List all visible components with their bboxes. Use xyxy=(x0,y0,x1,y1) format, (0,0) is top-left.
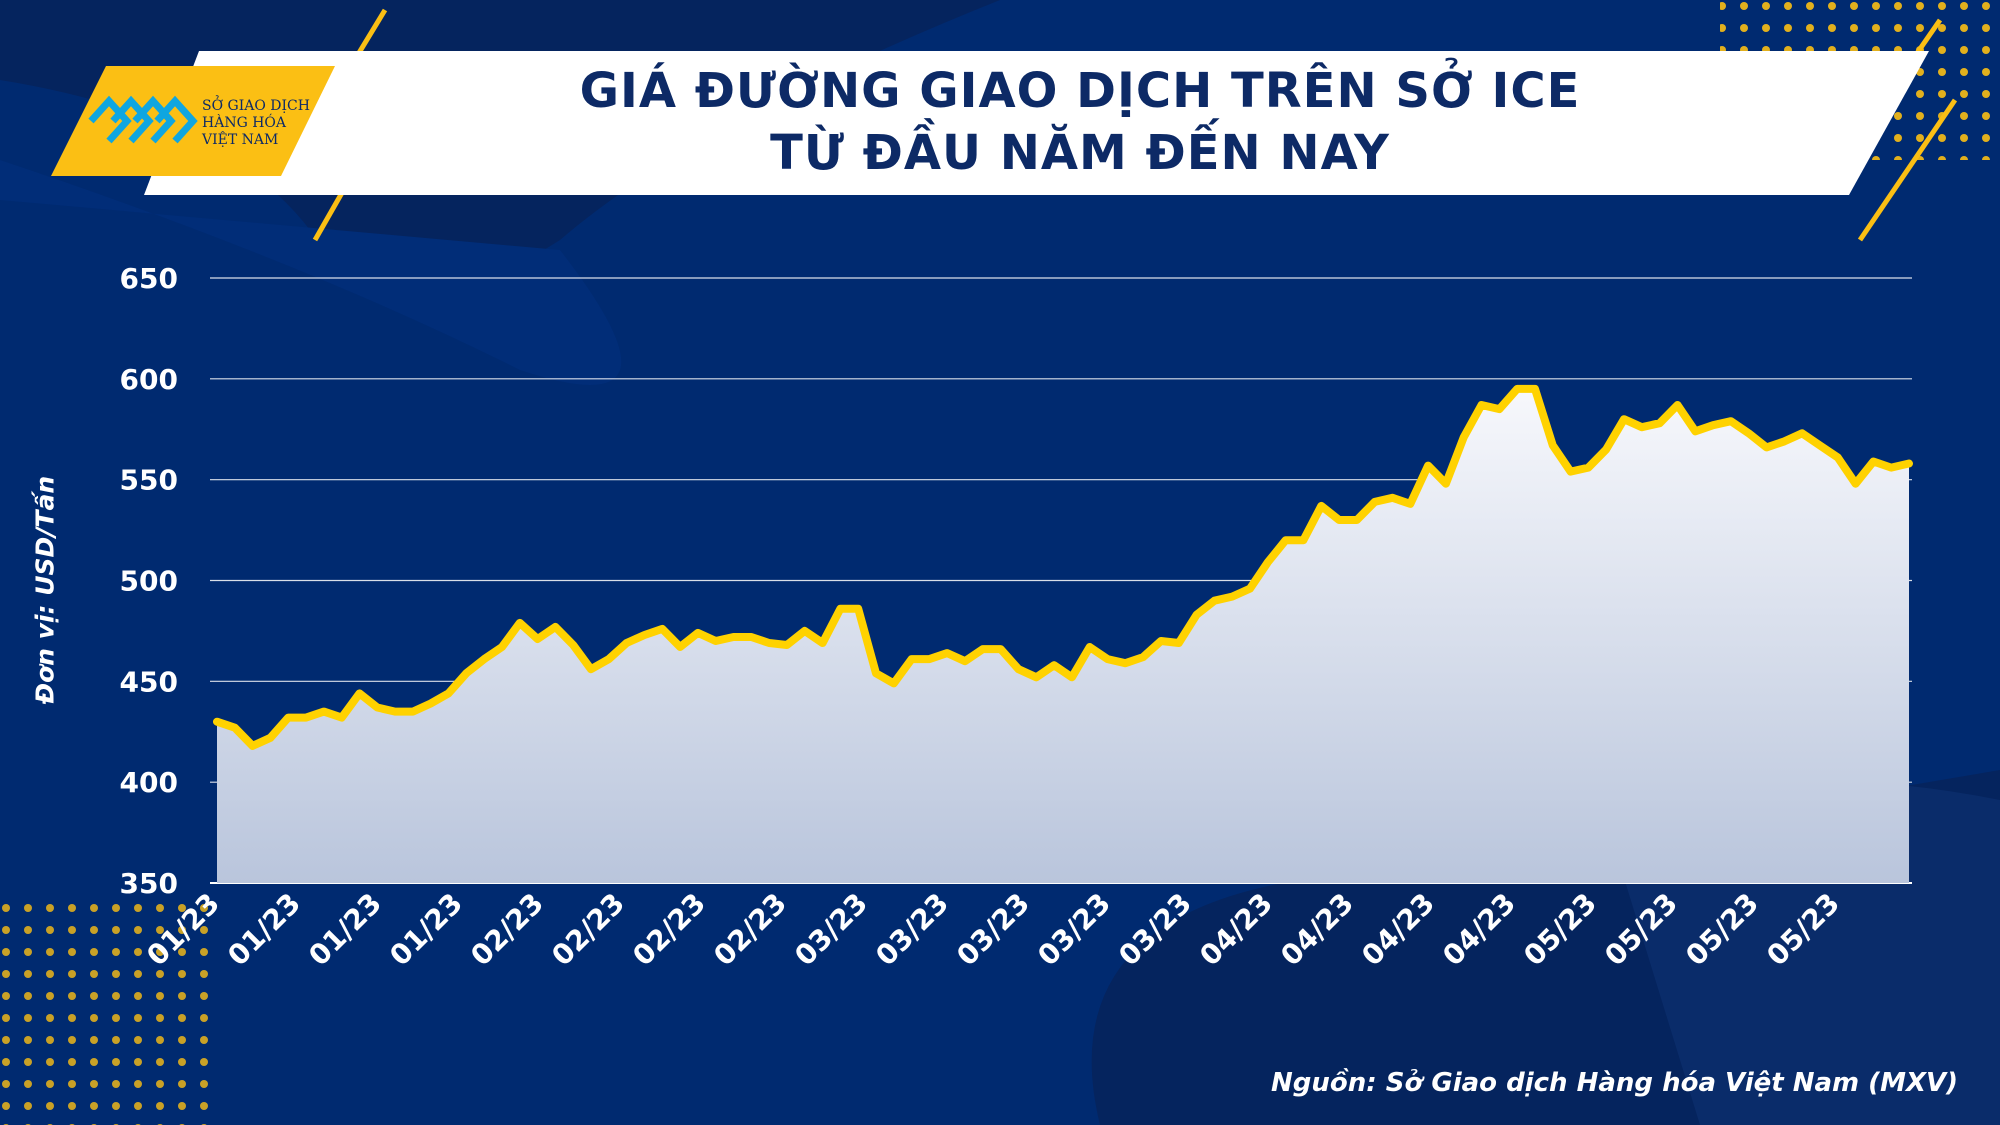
x-tick-label: 05/23 xyxy=(1598,887,1684,973)
logo-line-1: SỞ GIAO DỊCH xyxy=(202,98,310,114)
x-tick-label: 04/23 xyxy=(1193,887,1279,973)
y-tick-label: 350 xyxy=(120,867,178,900)
logo-mark-icon xyxy=(88,95,198,144)
price-line xyxy=(213,384,1913,750)
x-tick-label: 02/23 xyxy=(545,887,631,973)
chart-title: GIÁ ĐƯỜNG GIAO DỊCH TRÊN SỞ ICE TỪ ĐẦU N… xyxy=(420,60,1740,184)
x-tick-label: 05/23 xyxy=(1517,887,1603,973)
x-tick-label: 01/23 xyxy=(302,887,388,973)
x-tick-label: 01/23 xyxy=(221,887,307,973)
source-note: Nguồn: Sở Giao dịch Hàng hóa Việt Nam (M… xyxy=(1271,1068,1958,1098)
logo xyxy=(51,66,335,176)
x-tick-label: 02/23 xyxy=(707,887,793,973)
logo-line-3: VIỆT NAM xyxy=(202,132,279,148)
logo-line-2: HÀNG HÓA xyxy=(202,115,286,131)
title-line-1: GIÁ ĐƯỜNG GIAO DỊCH TRÊN SỞ ICE xyxy=(579,63,1581,119)
x-tick-label: 01/23 xyxy=(383,887,469,973)
x-tick-label: 04/23 xyxy=(1436,887,1522,973)
x-tick-label: 02/23 xyxy=(626,887,712,973)
x-tick-label: 03/23 xyxy=(788,887,874,973)
title-banner xyxy=(144,51,1929,195)
x-tick-label: 03/23 xyxy=(1031,887,1117,973)
x-tick-label: 05/23 xyxy=(1760,887,1846,973)
x-tick-label: 03/23 xyxy=(950,887,1036,973)
x-tick-label: 04/23 xyxy=(1355,887,1441,973)
y-axis-label: Đơn vị: USD/Tấn xyxy=(30,475,60,705)
price-area xyxy=(217,388,1909,883)
y-tick-label: 550 xyxy=(120,464,178,497)
x-tick-label: 05/23 xyxy=(1679,887,1765,973)
title-line-2: TỪ ĐẦU NĂM ĐẾN NAY xyxy=(770,125,1390,181)
y-tick-label: 500 xyxy=(120,565,178,598)
x-tick-label: 04/23 xyxy=(1274,887,1360,973)
y-tick-label: 600 xyxy=(120,363,178,396)
x-tick-label: 02/23 xyxy=(464,887,550,973)
y-tick-label: 450 xyxy=(120,665,178,698)
y-tick-label: 650 xyxy=(120,262,178,295)
x-tick-label: 03/23 xyxy=(869,887,955,973)
y-tick-label: 400 xyxy=(120,766,178,799)
logo-text: SỞ GIAO DỊCH HÀNG HÓA VIỆT NAM xyxy=(202,98,310,149)
x-tick-label: 03/23 xyxy=(1112,887,1198,973)
